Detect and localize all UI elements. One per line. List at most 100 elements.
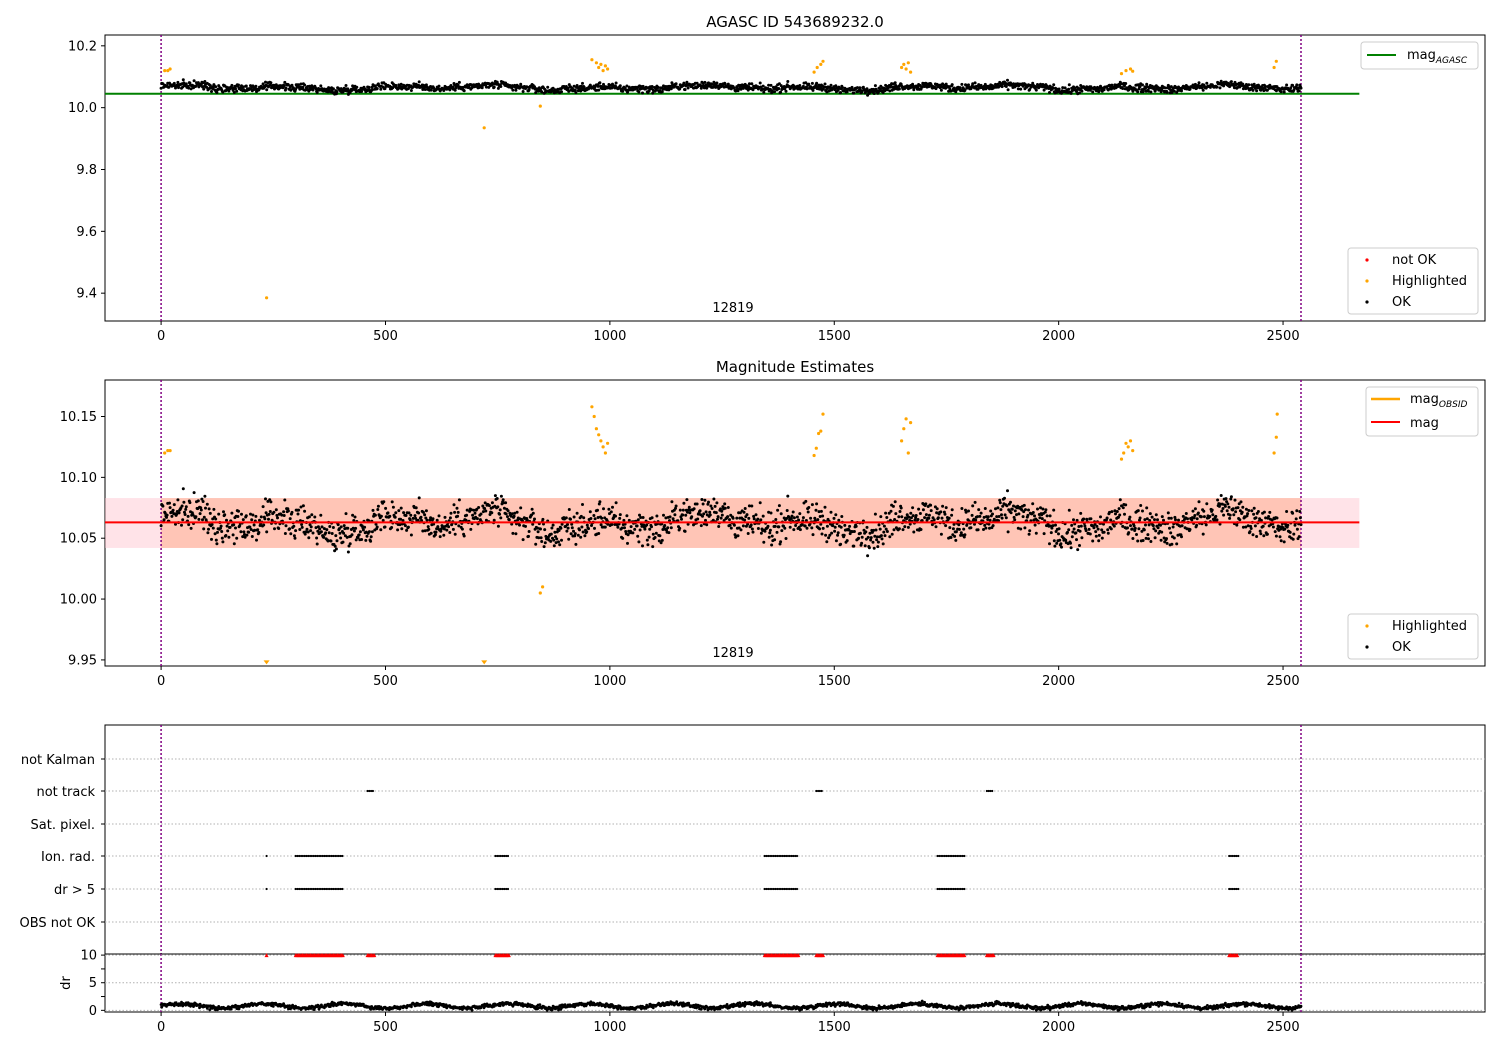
ok-point [1105, 516, 1109, 520]
ok-point [346, 550, 350, 554]
ok-point [954, 530, 958, 534]
dr-point [651, 1006, 655, 1010]
ok-point [180, 523, 183, 527]
ok-point [471, 513, 475, 517]
ok-point [798, 84, 802, 87]
ok-point [678, 526, 682, 530]
y-tick-label: 5 [89, 976, 97, 991]
ok-point [906, 525, 910, 529]
ok-point [960, 507, 964, 510]
ok-point [569, 517, 572, 521]
ok-point [877, 523, 881, 527]
panel3-flag-marks [265, 789, 1240, 891]
legend-mag-label: mag [1410, 416, 1439, 431]
ok-point [1231, 507, 1235, 511]
ok-point [1180, 535, 1183, 539]
ok-point [172, 503, 176, 507]
ok-point [543, 528, 547, 532]
ok-point [927, 516, 931, 520]
flag-row-label: OBS not OK [20, 916, 96, 931]
highlighted-point [902, 427, 906, 431]
ok-point [958, 86, 962, 90]
ok-point [600, 516, 604, 520]
ok-point [1070, 523, 1074, 527]
ok-point [210, 523, 214, 526]
ok-point [560, 90, 563, 94]
ok-point [1000, 516, 1004, 520]
ok-point [911, 514, 915, 518]
highlighted-point [168, 67, 172, 71]
ok-point [867, 546, 871, 550]
ok-point [969, 526, 973, 530]
ok-point [1064, 538, 1068, 542]
ok-point [237, 83, 240, 87]
ok-point [1259, 532, 1263, 536]
ok-point [394, 511, 398, 515]
legend2-swatch-highlighted [1365, 624, 1369, 628]
ok-point [1133, 526, 1137, 530]
ok-point [1066, 530, 1069, 534]
ok-point [1278, 535, 1282, 539]
ok-point [598, 500, 602, 504]
ok-point [1215, 85, 1219, 89]
x-tick-label: 0 [157, 674, 165, 689]
x-tick-label: 2000 [1042, 1020, 1075, 1035]
ok-point [1044, 508, 1048, 512]
ok-point [726, 506, 730, 509]
ok-point [1088, 532, 1092, 536]
ok-point [581, 81, 584, 85]
ok-point [202, 515, 206, 519]
ok-point [927, 513, 931, 517]
ok-point [210, 90, 213, 93]
ok-point [1141, 539, 1145, 542]
ok-point [448, 531, 452, 534]
ok-point [1139, 504, 1143, 507]
ok-point [1216, 498, 1220, 502]
ok-point [361, 528, 365, 532]
ok-point [1095, 524, 1099, 528]
ok-point [1109, 527, 1113, 531]
ok-point [1115, 510, 1119, 513]
ok-point [288, 527, 292, 531]
ok-point [573, 88, 577, 92]
ok-point [208, 84, 212, 87]
ok-point [769, 511, 773, 515]
ok-point [1156, 526, 1160, 530]
ok-point [763, 529, 767, 533]
ok-point [383, 87, 387, 91]
ok-point [597, 88, 601, 92]
ok-point [798, 512, 802, 516]
ok-point [376, 508, 380, 511]
ok-point [348, 542, 352, 546]
ok-point [499, 494, 503, 498]
ok-point [1048, 84, 1052, 88]
ok-point [1144, 523, 1147, 527]
dr-point [288, 1004, 291, 1008]
ok-point [635, 524, 639, 528]
highlighted-point [819, 429, 823, 433]
ok-point [1136, 539, 1140, 543]
y-tick-label: 10.0 [68, 101, 97, 116]
ok-point [894, 512, 898, 516]
ok-point [573, 532, 577, 536]
ok-point [579, 535, 583, 539]
ok-point [353, 515, 357, 519]
ok-point [527, 530, 531, 533]
ok-point [648, 527, 652, 531]
ok-point [754, 513, 758, 517]
ok-point [1250, 509, 1254, 513]
ok-point [1057, 532, 1060, 536]
ok-point [891, 504, 895, 508]
ok-point [1010, 507, 1014, 511]
y-tick-label: 9.4 [76, 287, 97, 302]
ok-point [1091, 90, 1095, 94]
ok-point [1193, 514, 1197, 517]
ok-point [1063, 86, 1067, 90]
ok-point [1225, 509, 1229, 513]
ok-point [290, 83, 294, 87]
ok-point [1048, 542, 1051, 546]
ok-point [194, 515, 198, 519]
ok-point [785, 509, 789, 512]
ok-point [892, 87, 896, 91]
ok-point [161, 504, 165, 508]
